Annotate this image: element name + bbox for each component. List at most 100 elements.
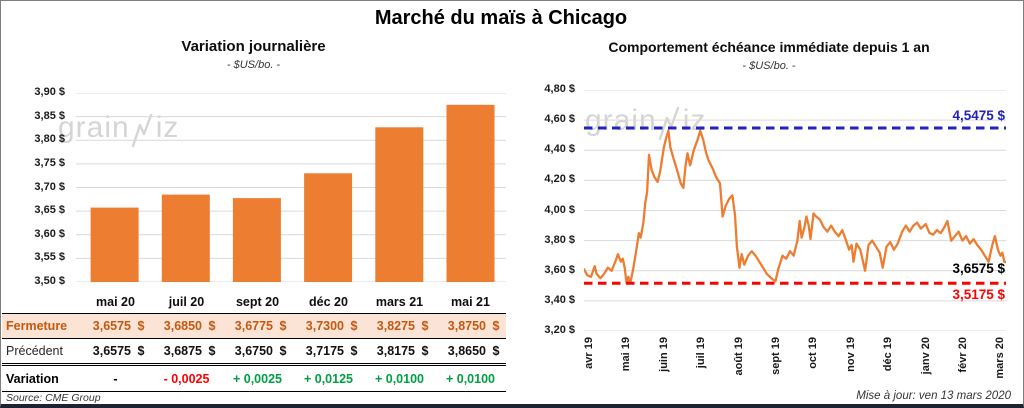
currency-symbol: $ <box>208 319 216 333</box>
update-note: Mise à jour: ven 13 mars 2020 <box>856 390 1011 402</box>
column-header: déc 20 <box>309 294 348 309</box>
right-plot-area <box>584 90 1006 331</box>
currency-symbol: $ <box>279 344 287 358</box>
table-row: Fermeture 3,6575 $3,6850 $3,6775 $3,7300 $3,8… <box>2 313 506 339</box>
last-price-label: 3,6575 $ <box>952 261 1005 276</box>
row-label: Précédent <box>6 344 63 358</box>
table-cell: 3,7175 $ <box>293 344 364 358</box>
table-header-row: mai 20 juil 20 sept 20 déc 20 mars 21 mai 21 <box>2 290 506 313</box>
y-tick-label: 3,80 $ <box>34 133 65 146</box>
page-title: Marché du maïs à Chicago <box>374 7 628 29</box>
row-label: Variation <box>6 371 59 386</box>
y-tick-label: 3,60 $ <box>544 263 575 276</box>
currency-symbol: $ <box>492 319 500 333</box>
y-tick-label: 3,60 $ <box>34 227 65 240</box>
bar <box>161 194 210 282</box>
cell-value: 3,6575 <box>92 344 131 358</box>
y-tick-label: 3,80 $ <box>544 233 575 246</box>
cell-value: 3,6775 <box>234 319 273 333</box>
table-cell: + 0,0100 <box>445 371 495 386</box>
column-header: mai 20 <box>96 294 135 309</box>
currency-symbol: $ <box>137 319 145 333</box>
table-cell: 3,8750 $ <box>435 319 506 333</box>
x-tick-label: sept 19 <box>770 337 782 375</box>
low-line-label: 3,5175 $ <box>952 287 1005 302</box>
y-tick-label: 3,70 $ <box>34 180 65 193</box>
table-cell: 3,7300 $ <box>293 319 364 333</box>
bar <box>375 127 424 282</box>
watermark-text-right: iz <box>155 111 180 144</box>
bar <box>304 173 353 282</box>
y-tick-label: 4,00 $ <box>544 203 575 216</box>
y-tick-label: 4,60 $ <box>544 113 575 126</box>
table-cell: 3,6575 $ <box>80 344 151 358</box>
cell-value: 3,6750 <box>234 344 273 358</box>
table-cell: 3,6575 $ <box>80 319 151 333</box>
currency-symbol: $ <box>208 344 216 358</box>
x-tick-label: janv 20 <box>919 337 932 375</box>
cell-value: 3,8275 <box>376 319 415 333</box>
currency-symbol: $ <box>421 344 429 358</box>
y-tick-label: 4,40 $ <box>544 143 575 156</box>
currency-symbol: $ <box>492 344 500 358</box>
source-note: Source: CME Group <box>6 392 101 404</box>
table-cell: 3,8275 $ <box>364 319 435 333</box>
x-tick-label: févr 20 <box>957 337 969 373</box>
x-tick-label: déc 19 <box>882 337 895 372</box>
grainwiz-logo-icon <box>131 113 152 148</box>
column-header: juil 20 <box>168 294 205 309</box>
x-tick-label: avr 19 <box>583 337 595 369</box>
price-table: mai 20 juil 20 sept 20 déc 20 mars 21 mai 21 F… <box>2 290 506 392</box>
table-cell: 3,6850 $ <box>151 319 222 333</box>
currency-symbol: $ <box>421 319 429 333</box>
y-tick-label: 3,85 $ <box>34 109 65 122</box>
table-cell: 3,8650 $ <box>435 344 506 358</box>
y-tick-label: 3,55 $ <box>34 251 65 264</box>
column-header: mars 21 <box>375 294 424 309</box>
currency-symbol: $ <box>350 344 358 358</box>
y-tick-label: 4,20 $ <box>544 173 575 186</box>
x-tick-label: nov 19 <box>844 337 857 372</box>
bar <box>90 207 139 282</box>
left-plot-area <box>76 93 506 282</box>
y-tick-label: 4,80 $ <box>544 83 575 95</box>
grainwiz-logo-icon <box>658 106 679 141</box>
price-line <box>584 129 1006 284</box>
high-line-label: 4,5475 $ <box>952 108 1005 123</box>
x-tick-label: août 19 <box>732 337 745 376</box>
y-tick-label: 3,90 $ <box>34 86 65 98</box>
table-row: Variation - - 0,0025 + 0,0025 + 0,0125 + 0,01… <box>2 366 506 392</box>
y-tick-label: 3,20 $ <box>544 324 575 336</box>
row-label: Fermeture <box>6 319 68 333</box>
left-chart-title: Variation journalière <box>181 38 326 55</box>
table-row: Précédent 3,6575 $3,6875 $ 3,6750 $3,7175 $3,8… <box>2 339 506 366</box>
right-chart-title: Comportement échéance immédiate depuis 1… <box>608 39 930 55</box>
table-cell: + 0,0025 <box>232 371 282 386</box>
table-cell: - <box>113 371 118 386</box>
column-header: mai 21 <box>451 294 490 309</box>
x-tick-label: mai 19 <box>620 337 633 372</box>
currency-symbol: $ <box>137 344 145 358</box>
cell-value: 3,6850 <box>163 319 202 333</box>
table-cell: - 0,0025 <box>163 371 210 386</box>
y-tick-label: 3,50 $ <box>34 275 65 287</box>
bar <box>232 198 281 282</box>
table-cell: + 0,0100 <box>374 371 424 386</box>
cell-value: 3,7175 <box>305 344 344 358</box>
right-chart-subtitle: - $US/bo. - <box>742 60 796 72</box>
cell-value: 3,7300 <box>305 319 344 333</box>
x-tick-label: mars 20 <box>994 337 1007 379</box>
x-tick-label: juin 19 <box>657 337 670 372</box>
y-tick-label: 3,40 $ <box>544 293 575 306</box>
cell-value: 3,8650 <box>447 344 486 358</box>
y-tick-label: 3,75 $ <box>34 156 65 169</box>
bar <box>446 104 495 282</box>
cell-value: 3,6575 <box>92 319 131 333</box>
y-tick-label: 3,65 $ <box>34 204 65 217</box>
currency-symbol: $ <box>350 319 358 333</box>
column-header: sept 20 <box>235 294 280 309</box>
table-cell: + 0,0125 <box>303 371 353 386</box>
x-tick-label: oct 19 <box>807 337 820 369</box>
table-cell: 3,6875 $ <box>151 344 222 358</box>
